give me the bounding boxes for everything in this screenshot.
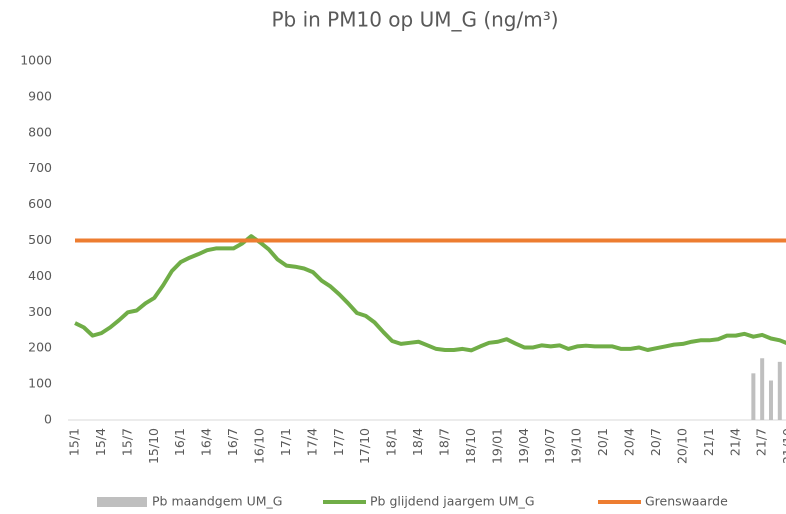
x-tick-label: 17/7 xyxy=(331,428,346,456)
x-tick-label: 21/7 xyxy=(754,428,769,456)
x-tick-label: 20/4 xyxy=(622,428,637,456)
y-tick-label: 1000 xyxy=(20,53,52,68)
y-tick-label: 300 xyxy=(28,304,52,319)
bar xyxy=(760,358,765,420)
x-tick-label: 15/7 xyxy=(119,428,134,456)
bar xyxy=(777,361,782,420)
x-tick-label: 21/4 xyxy=(727,428,742,456)
legend-label: Pb maandgem UM_G xyxy=(152,494,282,509)
x-tick-label: 17/10 xyxy=(357,428,372,464)
x-tick-label: 15/1 xyxy=(67,428,82,456)
x-tick-label: 15/10 xyxy=(146,428,161,464)
x-tick-label: 18/7 xyxy=(437,428,452,456)
x-tick-label: 17/4 xyxy=(304,428,319,456)
line xyxy=(74,234,786,353)
x-tick-label: 16/10 xyxy=(252,428,267,464)
x-tick-label: 16/4 xyxy=(199,428,214,456)
x-tick-label: 20/10 xyxy=(674,428,689,464)
y-tick-label: 500 xyxy=(28,232,52,247)
x-tick-label: 20/1 xyxy=(595,428,610,456)
chart-title: Pb in PM10 op UM_G (ng/m³) xyxy=(271,8,558,32)
x-tick-label: 17/1 xyxy=(278,428,293,456)
y-tick-label: 400 xyxy=(28,268,52,283)
x-tick-label: 19/04 xyxy=(516,428,531,464)
x-tick-label: 18/4 xyxy=(410,428,425,456)
x-tick-label: 16/1 xyxy=(172,428,187,456)
x-tick-label: 18/1 xyxy=(384,428,399,456)
x-tick-label: 19/07 xyxy=(542,428,557,464)
x-tick-label: 18/10 xyxy=(463,428,478,464)
legend-label: Pb glijdend jaargem UM_G xyxy=(370,494,535,509)
y-tick-label: 900 xyxy=(28,88,52,103)
legend-swatch xyxy=(97,497,147,507)
x-tick-label: 21/10 xyxy=(780,428,786,464)
x-tick-label: 19/10 xyxy=(569,428,584,464)
legend-label: Grenswaarde xyxy=(645,494,728,509)
x-tick-label: 19/01 xyxy=(489,428,504,464)
y-tick-label: 800 xyxy=(28,124,52,139)
x-tick-label: 20/7 xyxy=(648,428,663,456)
y-tick-label: 200 xyxy=(28,340,52,355)
x-tick-label: 16/7 xyxy=(225,428,240,456)
bar xyxy=(751,373,756,420)
y-tick-label: 0 xyxy=(44,412,52,427)
bar xyxy=(768,380,773,420)
y-tick-label: 600 xyxy=(28,196,52,211)
y-tick-label: 700 xyxy=(28,160,52,175)
x-tick-label: 15/4 xyxy=(93,428,108,456)
y-tick-label: 100 xyxy=(28,376,52,391)
x-tick-label: 21/1 xyxy=(701,428,716,456)
